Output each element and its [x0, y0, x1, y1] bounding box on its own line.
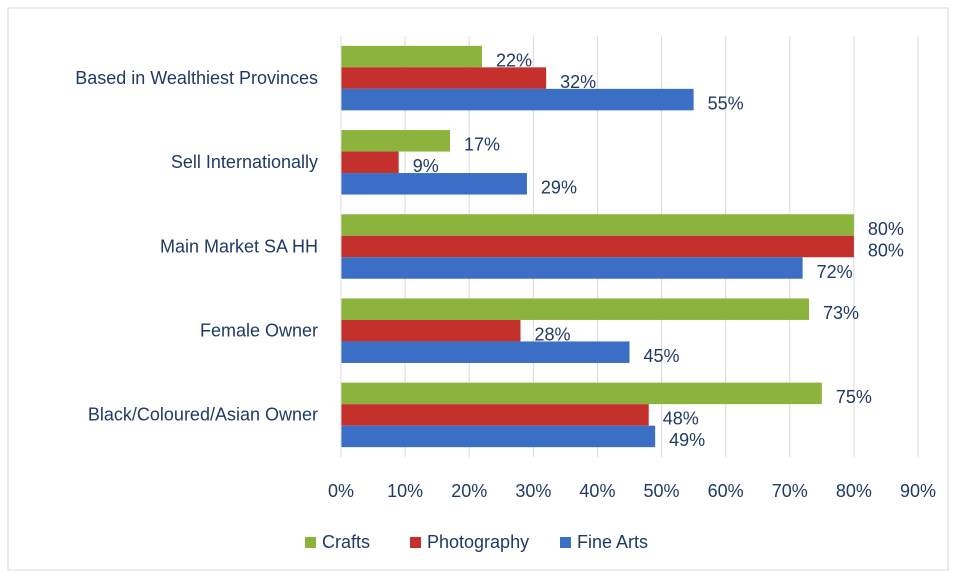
x-tick-label: 0%	[328, 481, 354, 501]
bar	[341, 425, 656, 448]
bar	[341, 235, 854, 258]
data-label: 29%	[541, 178, 577, 198]
y-tick-label: Main Market SA HH	[160, 236, 318, 256]
legend-label: Fine Arts	[577, 532, 648, 552]
bar	[341, 67, 547, 89]
x-tick-label: 10%	[387, 481, 423, 501]
x-tick-label: 90%	[900, 481, 936, 501]
legend-label: Photography	[427, 532, 529, 552]
x-tick-label: 20%	[451, 481, 487, 501]
x-tick-label: 50%	[644, 481, 680, 501]
data-label: 73%	[823, 303, 859, 323]
bar	[341, 319, 521, 342]
data-label: 80%	[868, 219, 904, 239]
data-label: 80%	[868, 240, 904, 260]
y-tick-label: Sell Internationally	[171, 152, 318, 172]
data-label: 48%	[663, 409, 699, 429]
data-label: 22%	[496, 50, 532, 70]
data-label: 75%	[836, 387, 872, 407]
data-label: 17%	[464, 135, 500, 155]
legend-label: Crafts	[322, 532, 370, 552]
bar	[341, 151, 399, 174]
bar	[341, 382, 822, 405]
y-tick-label: Based in Wealthiest Provinces	[75, 68, 318, 88]
bar	[341, 88, 694, 111]
bar	[341, 257, 803, 279]
bar	[341, 214, 854, 236]
x-tick-label: 80%	[836, 481, 872, 501]
bar	[341, 341, 630, 363]
data-label: 72%	[817, 262, 853, 282]
bar	[341, 298, 810, 320]
legend-swatch	[410, 537, 421, 548]
y-tick-label: Female Owner	[200, 320, 318, 340]
x-tick-label: 40%	[579, 481, 615, 501]
data-label: 9%	[413, 156, 439, 176]
y-tick-label: Black/Coloured/Asian Owner	[88, 405, 318, 425]
data-label: 32%	[560, 72, 596, 92]
x-tick-label: 70%	[772, 481, 808, 501]
legend-swatch	[305, 537, 316, 548]
x-tick-label: 30%	[515, 481, 551, 501]
data-label: 45%	[644, 346, 680, 366]
data-label: 28%	[535, 324, 571, 344]
bar	[341, 130, 450, 152]
x-tick-label: 60%	[708, 481, 744, 501]
bar	[341, 45, 483, 68]
bar	[341, 173, 527, 195]
data-label: 49%	[669, 430, 705, 450]
bar	[341, 404, 649, 426]
data-label: 55%	[708, 93, 744, 113]
legend-swatch	[560, 537, 571, 548]
